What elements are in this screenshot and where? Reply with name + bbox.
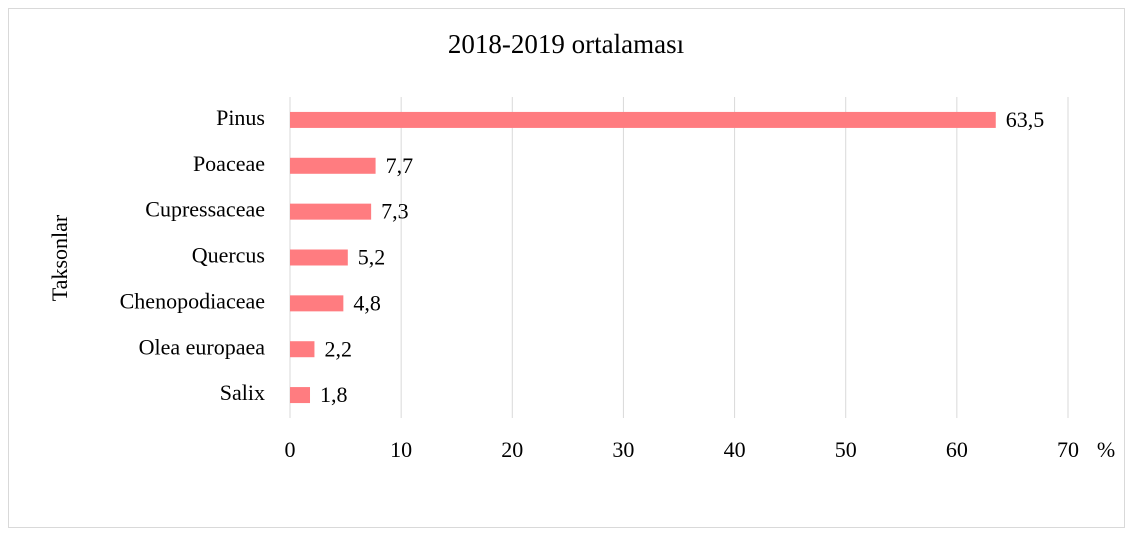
value-label: 7,3 bbox=[381, 199, 409, 224]
y-tick-label: Pinus bbox=[216, 105, 265, 130]
bar bbox=[290, 295, 344, 312]
x-tick-label: 30 bbox=[612, 437, 634, 462]
bar bbox=[290, 157, 376, 174]
x-axis-label: % bbox=[1097, 437, 1115, 462]
x-tick-label: 10 bbox=[390, 437, 412, 462]
chart-title: 2018-2019 ortalaması bbox=[448, 29, 684, 59]
bar bbox=[290, 387, 311, 404]
y-tick-label: Olea europaea bbox=[139, 334, 266, 359]
chart-border bbox=[8, 8, 1125, 528]
y-tick-label: Salix bbox=[220, 380, 265, 405]
x-tick-label: 70 bbox=[1057, 437, 1079, 462]
y-tick-label: Chenopodiaceae bbox=[120, 288, 265, 313]
value-label: 5,2 bbox=[358, 245, 386, 270]
y-tick-label: Poaceae bbox=[193, 151, 265, 176]
x-tick-label: 60 bbox=[946, 437, 968, 462]
value-label: 63,5 bbox=[1006, 107, 1044, 132]
x-tick-label: 20 bbox=[501, 437, 523, 462]
y-tick-label: Cupressaceae bbox=[145, 197, 265, 222]
y-tick-label: Quercus bbox=[192, 243, 265, 268]
x-tick-label: 0 bbox=[285, 437, 296, 462]
bar bbox=[290, 203, 372, 220]
value-label: 1,8 bbox=[320, 382, 348, 407]
bar bbox=[290, 249, 348, 266]
y-axis-label: Taksonlar bbox=[47, 214, 72, 301]
value-label: 2,2 bbox=[324, 336, 352, 361]
value-label: 4,8 bbox=[353, 290, 381, 315]
bar bbox=[290, 341, 315, 358]
bar bbox=[290, 111, 996, 128]
x-tick-label: 40 bbox=[724, 437, 746, 462]
x-tick-label: 50 bbox=[835, 437, 857, 462]
value-label: 7,7 bbox=[386, 153, 414, 178]
